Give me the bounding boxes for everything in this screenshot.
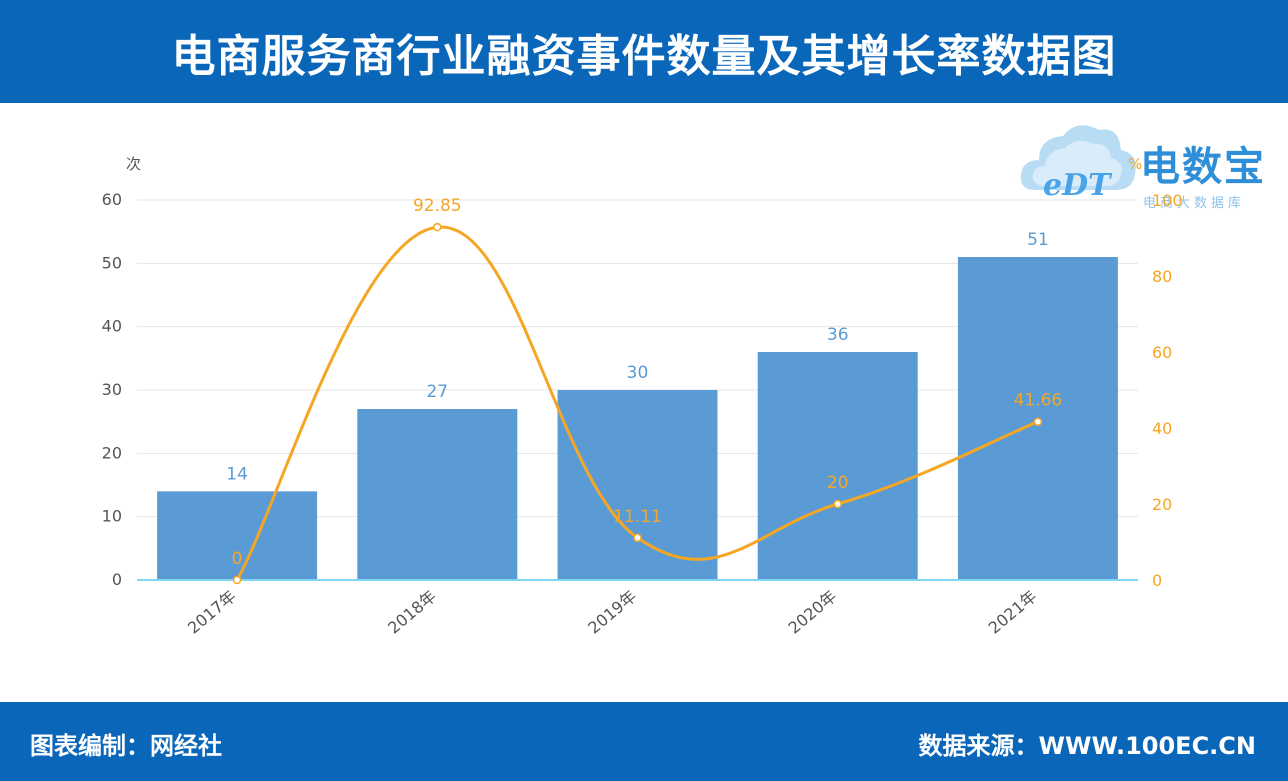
bar-value-label: 51 [1027, 230, 1049, 250]
bar-labels: 14 27 30 36 51 [226, 230, 1048, 484]
bar-value-label: 14 [226, 464, 248, 484]
line-value-label: 92.85 [413, 196, 462, 216]
line-point [833, 499, 842, 509]
line-value-label: 11.11 [613, 507, 662, 527]
x-tick-label: 2017年 [184, 587, 240, 638]
y-right-tick-label: 0 [1152, 571, 1162, 590]
line-point [433, 222, 442, 232]
chart-title: 电商服务商行业融资事件数量及其增长率数据图 [171, 30, 1117, 82]
growth-rate-line [235, 225, 1039, 581]
y-left-tick-label: 10 [102, 507, 122, 526]
line-value-label: 20 [827, 473, 849, 493]
y-left-tick-label: 20 [102, 443, 122, 462]
y-left-tick-label: 0 [112, 570, 122, 589]
x-tick-label: 2018年 [384, 587, 440, 638]
footer-credit: 图表编制：网经社 [30, 732, 222, 760]
chart-footer: 图表编制：网经社 数据来源：WWW.100EC.CN [0, 702, 1288, 781]
y-right-unit: % [1128, 155, 1142, 173]
line-point [232, 575, 242, 585]
x-axis-ticks: 2017年 2018年 2019年 2020年 2021年 [184, 587, 1040, 638]
x-tick-label: 2020年 [785, 587, 841, 638]
cloud-icon [1020, 125, 1136, 190]
brand-logo: eDT 电数宝 电商大数据库 [1015, 112, 1280, 212]
line-points [232, 222, 1043, 585]
y-right-tick-label: 60 [1152, 343, 1172, 362]
bar [757, 352, 918, 580]
y-right-tick-label: 20 [1152, 495, 1172, 514]
y-right-tick-label: 80 [1152, 267, 1172, 286]
bar [557, 390, 718, 580]
combo-chart: 次 % 0 10 20 30 40 50 60 0 20 40 60 80 100 14 27 30 36 5… [102, 155, 1183, 638]
bar-value-label: 36 [827, 325, 849, 345]
y-left-tick-label: 60 [102, 190, 122, 209]
y-right-tick-label: 40 [1152, 419, 1172, 438]
bar-series [157, 257, 1118, 580]
line-point [633, 533, 642, 543]
y-left-ticks: 0 10 20 30 40 50 60 [102, 190, 122, 589]
logo-subtitle: 电商大数据库 [1143, 196, 1246, 211]
logo-brand: 电数宝 [1140, 144, 1266, 190]
x-tick-label: 2019年 [584, 587, 640, 638]
y-right-ticks: 0 20 40 60 80 100 [1152, 191, 1183, 590]
y-left-tick-label: 30 [102, 380, 122, 399]
y-left-unit: 次 [126, 155, 141, 173]
y-left-tick-label: 40 [102, 317, 122, 336]
y-right-tick-label: 100 [1152, 191, 1183, 210]
chart-header: 电商服务商行业融资事件数量及其增长率数据图 [0, 0, 1288, 103]
bar-value-label: 27 [426, 382, 448, 402]
line-labels: 0 92.85 11.11 20 41.66 [232, 196, 1063, 569]
y-left-tick-label: 50 [102, 253, 122, 272]
line-value-label: 0 [232, 549, 243, 569]
bar-value-label: 30 [627, 363, 649, 383]
logo-mark: eDT [1043, 168, 1111, 203]
line-point [1033, 417, 1043, 426]
footer-source: 数据来源：WWW.100EC.CN [918, 732, 1257, 760]
bar [357, 409, 518, 580]
x-tick-label: 2021年 [985, 587, 1041, 638]
bar [157, 491, 318, 580]
line-value-label: 41.66 [1014, 391, 1063, 411]
